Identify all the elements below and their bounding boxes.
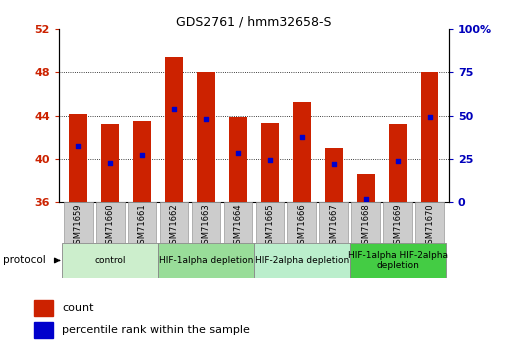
- Text: GSM71666: GSM71666: [298, 203, 306, 249]
- Bar: [224, 202, 252, 243]
- Bar: [34, 300, 53, 316]
- Bar: [96, 202, 125, 243]
- Text: GSM71667: GSM71667: [329, 203, 339, 249]
- Text: GSM71665: GSM71665: [265, 203, 274, 249]
- Bar: [197, 72, 215, 202]
- Text: GSM71662: GSM71662: [169, 203, 179, 249]
- Point: [170, 106, 178, 112]
- Text: GSM71669: GSM71669: [393, 203, 402, 249]
- Point: [234, 150, 242, 156]
- Bar: [192, 202, 221, 243]
- Text: percentile rank within the sample: percentile rank within the sample: [62, 325, 250, 335]
- Bar: [133, 121, 151, 202]
- Point: [266, 157, 274, 162]
- Text: GSM71660: GSM71660: [106, 203, 114, 249]
- Text: HIF-1alpha HIF-2alpha
depletion: HIF-1alpha HIF-2alpha depletion: [348, 251, 448, 270]
- Bar: [158, 243, 254, 278]
- Point: [426, 114, 434, 119]
- Text: GSM71661: GSM71661: [137, 203, 147, 249]
- Bar: [350, 243, 446, 278]
- Bar: [389, 124, 406, 202]
- Text: GSM71659: GSM71659: [74, 203, 83, 248]
- Bar: [160, 202, 188, 243]
- Bar: [261, 123, 279, 202]
- Bar: [416, 202, 444, 243]
- Bar: [421, 72, 439, 202]
- Point: [330, 161, 338, 167]
- Title: GDS2761 / hmm32658-S: GDS2761 / hmm32658-S: [176, 15, 332, 28]
- Text: GSM71668: GSM71668: [361, 203, 370, 249]
- Text: GSM71663: GSM71663: [202, 203, 210, 249]
- Bar: [255, 202, 284, 243]
- Bar: [34, 322, 53, 338]
- Point: [362, 196, 370, 201]
- Bar: [287, 202, 316, 243]
- Text: GSM71670: GSM71670: [425, 203, 434, 249]
- Bar: [383, 202, 412, 243]
- Point: [393, 158, 402, 164]
- Point: [202, 116, 210, 121]
- Text: GSM71664: GSM71664: [233, 203, 243, 249]
- Bar: [102, 124, 119, 202]
- Text: HIF-2alpha depletion: HIF-2alpha depletion: [255, 256, 349, 265]
- Text: protocol: protocol: [3, 256, 45, 265]
- Bar: [320, 202, 348, 243]
- Bar: [69, 115, 87, 202]
- Bar: [128, 202, 156, 243]
- Bar: [325, 148, 343, 202]
- Bar: [62, 243, 158, 278]
- Bar: [351, 202, 380, 243]
- Bar: [293, 101, 311, 202]
- Text: control: control: [94, 256, 126, 265]
- Text: count: count: [62, 303, 93, 313]
- Point: [298, 135, 306, 140]
- Point: [106, 160, 114, 166]
- Bar: [229, 117, 247, 202]
- Point: [138, 153, 146, 158]
- Text: HIF-1alpha depletion: HIF-1alpha depletion: [159, 256, 253, 265]
- Point: [74, 143, 82, 148]
- Bar: [357, 174, 374, 202]
- Bar: [254, 243, 350, 278]
- Bar: [165, 57, 183, 202]
- Bar: [64, 202, 92, 243]
